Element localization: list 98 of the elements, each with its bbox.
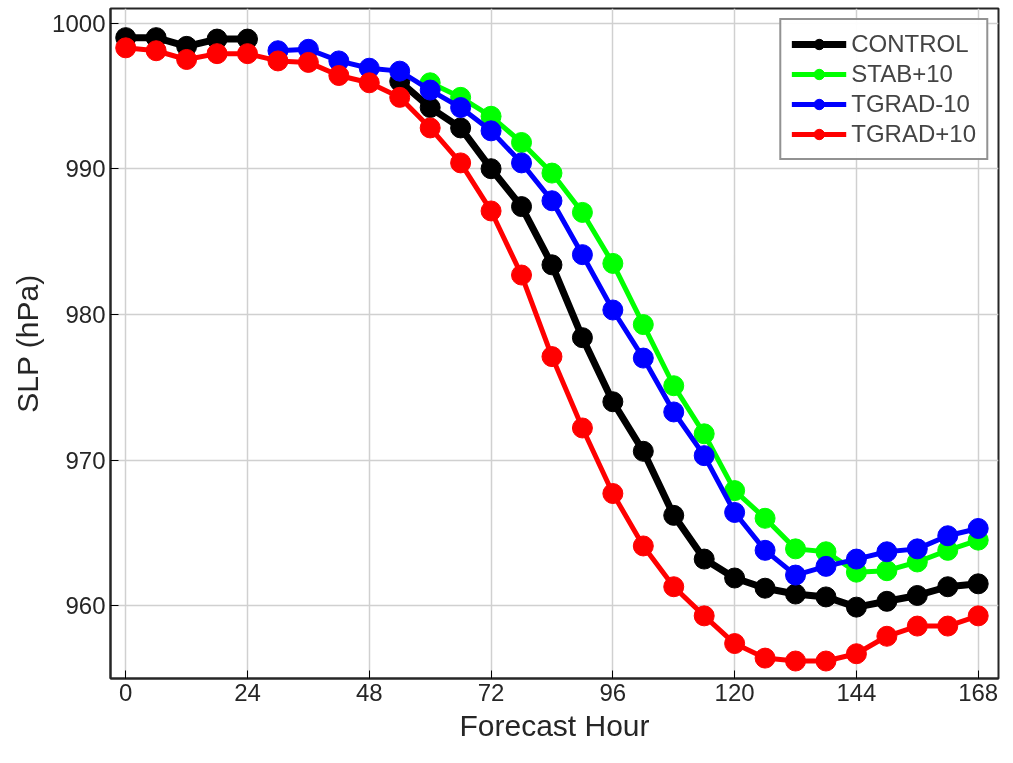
point <box>602 391 624 413</box>
y-tick-label: 1000 <box>52 9 106 37</box>
point <box>571 417 593 439</box>
point <box>267 50 289 72</box>
legend-label: STAB+10 <box>851 60 953 88</box>
point <box>785 583 807 605</box>
x-tick-label: 48 <box>355 678 383 706</box>
point <box>480 120 502 142</box>
point <box>693 548 715 570</box>
point <box>724 567 746 589</box>
point <box>511 132 533 153</box>
point <box>937 615 959 637</box>
point <box>815 650 837 672</box>
point <box>754 647 776 669</box>
y-tick-label: 980 <box>65 300 106 328</box>
point <box>602 252 624 274</box>
point <box>815 586 837 608</box>
point <box>419 79 441 101</box>
point <box>571 201 593 223</box>
point <box>511 264 533 286</box>
point <box>663 401 685 423</box>
point <box>693 423 715 445</box>
point <box>785 650 807 672</box>
point <box>967 605 989 627</box>
point <box>419 117 441 139</box>
point <box>389 60 411 82</box>
point <box>754 577 776 599</box>
point <box>876 541 898 563</box>
point <box>176 49 198 70</box>
y-tick-label: 960 <box>65 592 106 620</box>
point <box>115 37 137 59</box>
point <box>785 538 807 560</box>
point <box>297 51 319 73</box>
point <box>876 625 898 647</box>
point <box>632 314 654 336</box>
point <box>724 501 746 523</box>
x-tick-label: 144 <box>836 678 877 706</box>
point <box>937 576 959 598</box>
point <box>571 244 593 266</box>
point <box>328 65 350 86</box>
point <box>145 40 167 62</box>
point <box>541 162 563 184</box>
point <box>541 346 563 368</box>
y-tick-label: 970 <box>65 446 106 474</box>
point <box>206 43 228 65</box>
x-axis-title: Forecast Hour <box>459 708 650 742</box>
legend-label: CONTROL <box>851 30 969 58</box>
point <box>937 525 959 547</box>
y-axis-title: SLP (hPa) <box>11 274 45 413</box>
point <box>389 86 411 108</box>
point <box>845 548 867 570</box>
point <box>693 445 715 467</box>
point <box>237 43 259 65</box>
point <box>876 590 898 612</box>
point <box>693 605 715 627</box>
point <box>571 327 593 349</box>
point <box>815 555 837 577</box>
point <box>663 576 685 598</box>
point <box>602 483 624 504</box>
y-tick-label: 990 <box>65 155 106 183</box>
point <box>480 158 502 180</box>
point <box>358 72 380 94</box>
point <box>906 615 928 637</box>
point <box>602 299 624 321</box>
point <box>967 518 989 539</box>
point <box>450 117 472 139</box>
point <box>450 152 472 174</box>
x-tick-label: 168 <box>958 678 999 706</box>
point <box>541 190 563 212</box>
point <box>632 347 654 369</box>
point <box>967 573 989 595</box>
point <box>663 375 685 397</box>
legend-label: TGRAD+10 <box>851 120 976 148</box>
legend-label: TGRAD-10 <box>851 90 970 118</box>
point <box>906 538 928 560</box>
point <box>724 633 746 655</box>
point <box>845 596 867 618</box>
x-tick-label: 24 <box>234 678 261 706</box>
point <box>663 504 685 526</box>
point <box>419 97 441 119</box>
point <box>906 585 928 606</box>
point <box>632 440 654 462</box>
point <box>511 152 533 174</box>
point <box>876 560 898 582</box>
point <box>724 480 746 502</box>
point <box>754 539 776 561</box>
x-tick-label: 72 <box>477 678 505 706</box>
x-tick-label: 120 <box>714 678 755 706</box>
point <box>541 254 563 276</box>
x-tick-label: 96 <box>599 678 627 706</box>
point <box>785 564 807 586</box>
point <box>450 97 472 119</box>
point <box>480 200 502 222</box>
point <box>754 507 776 529</box>
point <box>632 535 654 557</box>
point <box>511 196 533 218</box>
point <box>845 643 867 665</box>
x-tick-label: 0 <box>119 678 133 706</box>
